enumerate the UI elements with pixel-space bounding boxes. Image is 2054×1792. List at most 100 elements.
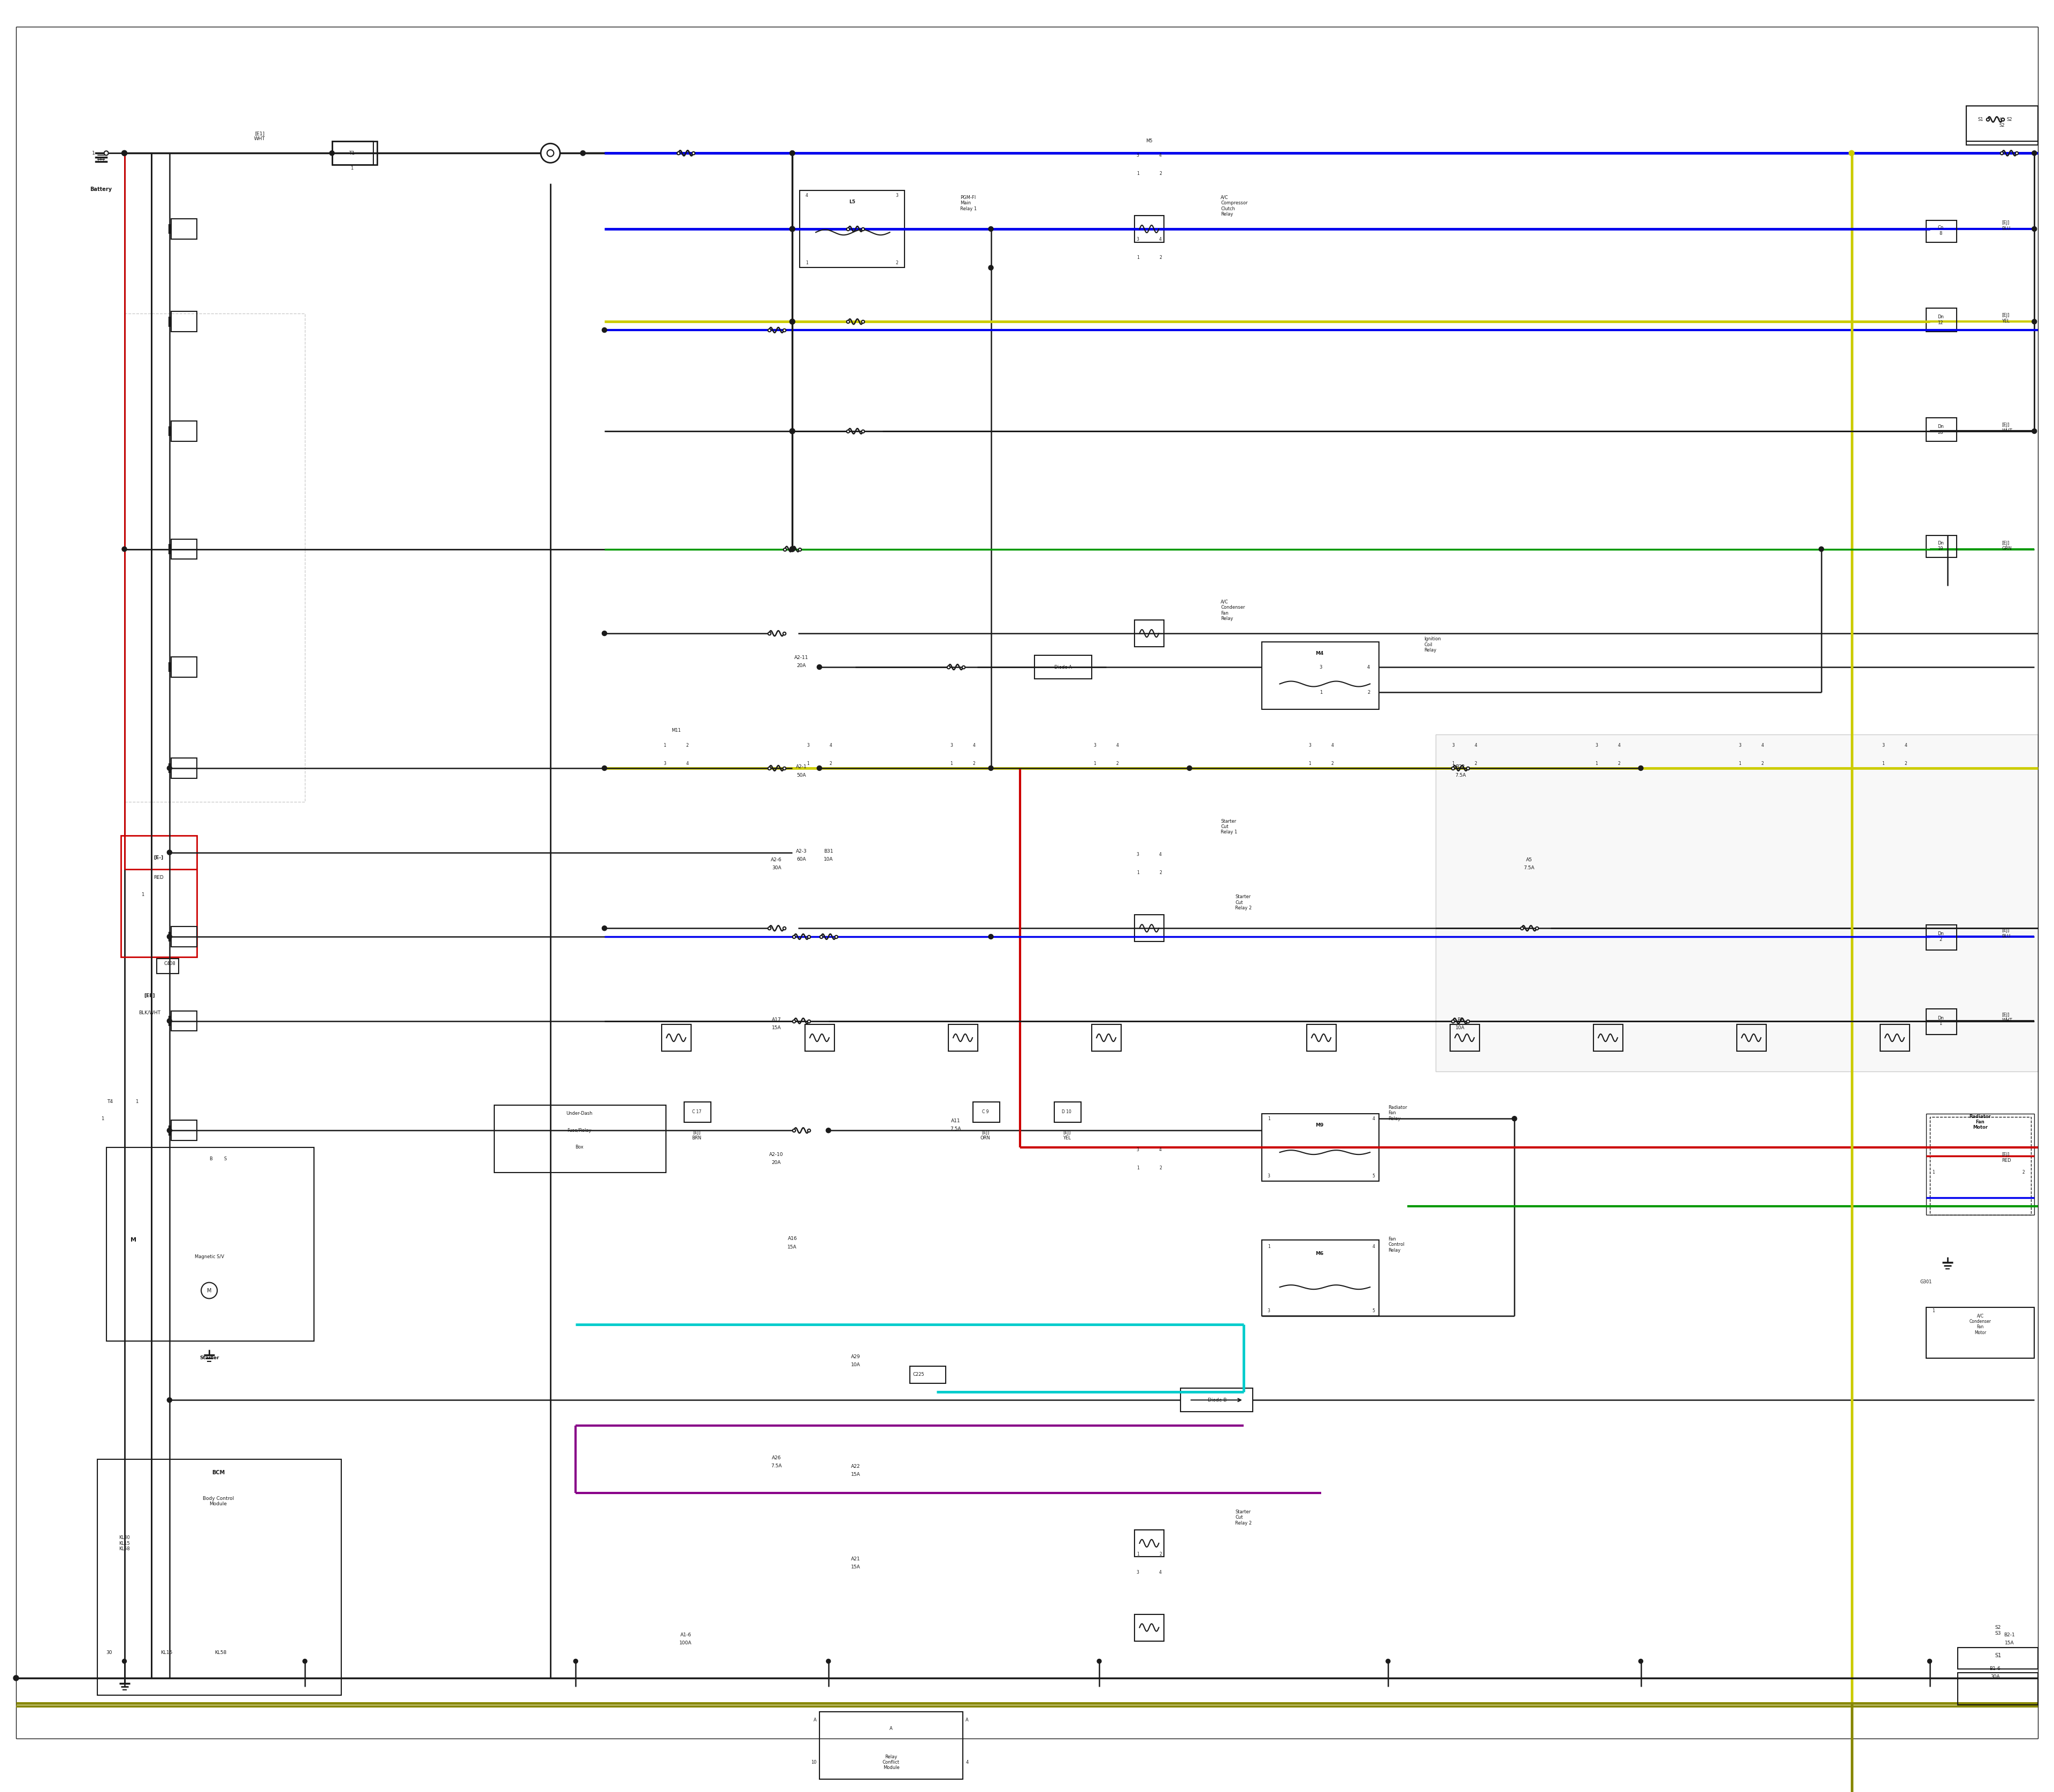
Circle shape	[581, 151, 585, 156]
Text: 4: 4	[1115, 742, 1119, 747]
Circle shape	[791, 151, 795, 156]
Bar	[684, 1102, 711, 1122]
Text: 3: 3	[1452, 742, 1454, 747]
Text: A: A	[965, 1719, 969, 1722]
Text: A21: A21	[850, 1557, 861, 1561]
Text: A17: A17	[772, 1018, 781, 1021]
Bar	[661, 1025, 690, 1052]
Text: 4: 4	[1372, 1244, 1374, 1249]
Circle shape	[826, 1659, 830, 1663]
Text: 1: 1	[1881, 762, 1886, 765]
Circle shape	[602, 765, 606, 771]
Bar	[805, 1025, 834, 1052]
Bar	[974, 1102, 1000, 1122]
Text: A2-6: A2-6	[770, 857, 783, 862]
Text: 2: 2	[1158, 1165, 1163, 1170]
Text: [E-]: [E-]	[154, 855, 164, 860]
Text: 1: 1	[1136, 256, 1140, 260]
Circle shape	[988, 934, 994, 939]
Text: 1: 1	[1136, 1552, 1140, 1557]
Circle shape	[1927, 1659, 1931, 1663]
Bar	[1181, 1389, 1253, 1412]
Text: Starter: Starter	[199, 1355, 220, 1360]
Text: 7.5A: 7.5A	[1524, 866, 1534, 871]
Bar	[170, 539, 197, 559]
Text: 1: 1	[1267, 1244, 1269, 1249]
Text: 3: 3	[1738, 742, 1742, 747]
Text: A26: A26	[772, 1455, 781, 1460]
Text: 2: 2	[974, 762, 976, 765]
Text: 1: 1	[1319, 690, 1323, 695]
Text: 3: 3	[1308, 742, 1310, 747]
Text: 15A: 15A	[787, 1244, 797, 1249]
Text: RED: RED	[154, 874, 164, 880]
Text: A: A	[813, 1719, 817, 1722]
Circle shape	[166, 765, 173, 771]
Text: KL58: KL58	[214, 1650, 226, 1656]
Text: Diode A: Diode A	[1054, 665, 1072, 670]
Circle shape	[817, 765, 822, 771]
Text: 2: 2	[896, 260, 898, 265]
Circle shape	[573, 1659, 577, 1663]
Text: 4: 4	[1619, 742, 1621, 747]
Text: (+): (+)	[97, 158, 105, 161]
Bar	[1957, 1647, 2038, 1668]
Text: Body Control
Module: Body Control Module	[203, 1496, 234, 1507]
Text: KL30
KL15
KL58: KL30 KL15 KL58	[119, 1536, 129, 1552]
Text: D 10: D 10	[1062, 1109, 1072, 1115]
Text: 2: 2	[1619, 762, 1621, 765]
Text: 2: 2	[1331, 762, 1333, 765]
Circle shape	[602, 328, 606, 333]
Circle shape	[2031, 226, 2038, 231]
Text: 1: 1	[1596, 762, 1598, 765]
Text: [EJ]
WHT: [EJ] WHT	[2003, 423, 2013, 434]
Text: B: B	[210, 1156, 212, 1161]
Bar	[1957, 1672, 2038, 1704]
Circle shape	[166, 934, 173, 939]
Bar	[97, 1459, 341, 1695]
Bar	[495, 1106, 665, 1172]
Text: 30A: 30A	[1990, 1674, 2001, 1679]
Text: A1-6: A1-6	[680, 1633, 692, 1638]
Text: T1: T1	[349, 151, 355, 156]
Text: 3: 3	[1136, 237, 1140, 242]
Text: [EJ]
BRN: [EJ] BRN	[692, 1131, 702, 1142]
Text: 3: 3	[896, 194, 898, 197]
Text: 3: 3	[1319, 665, 1323, 670]
Bar	[820, 1711, 963, 1779]
Bar	[1134, 1530, 1165, 1557]
Bar	[1927, 418, 1957, 441]
Text: B22: B22	[1456, 765, 1465, 769]
Text: 2: 2	[686, 742, 688, 747]
Text: A/C
Compressor
Clutch
Relay: A/C Compressor Clutch Relay	[1220, 195, 1249, 217]
Text: 2: 2	[830, 762, 832, 765]
Bar	[1927, 1009, 1957, 1034]
Text: M6: M6	[1315, 1251, 1323, 1256]
Bar	[1927, 1308, 2033, 1358]
Text: 30: 30	[107, 1650, 113, 1656]
Text: M11: M11	[672, 728, 680, 733]
Text: 2: 2	[1760, 762, 1764, 765]
Text: M: M	[207, 1288, 212, 1294]
Text: A22: A22	[850, 1464, 861, 1469]
Text: Dn
19: Dn 19	[1937, 541, 1943, 550]
Text: Relay
Conflict
Module: Relay Conflict Module	[883, 1754, 900, 1770]
Circle shape	[602, 631, 606, 636]
Bar	[170, 421, 197, 441]
Text: 1: 1	[1267, 1116, 1269, 1122]
Text: 5: 5	[1372, 1174, 1374, 1179]
Text: [EJ]
BLU: [EJ] BLU	[2003, 220, 2011, 231]
Text: 1: 1	[92, 151, 94, 156]
Text: 60A: 60A	[797, 857, 805, 862]
Text: 4: 4	[1158, 1147, 1163, 1152]
Text: A/C
Condenser
Fan
Motor: A/C Condenser Fan Motor	[1970, 1314, 1990, 1335]
Text: 100A: 100A	[680, 1640, 692, 1645]
Text: A29: A29	[850, 1355, 861, 1360]
Text: 3: 3	[951, 742, 953, 747]
Bar	[1134, 215, 1165, 242]
Text: [EJ]
ORN: [EJ] ORN	[980, 1131, 990, 1142]
Text: M9: M9	[1315, 1124, 1323, 1127]
Text: 10: 10	[811, 1760, 817, 1765]
Circle shape	[791, 151, 795, 156]
Circle shape	[546, 151, 555, 156]
